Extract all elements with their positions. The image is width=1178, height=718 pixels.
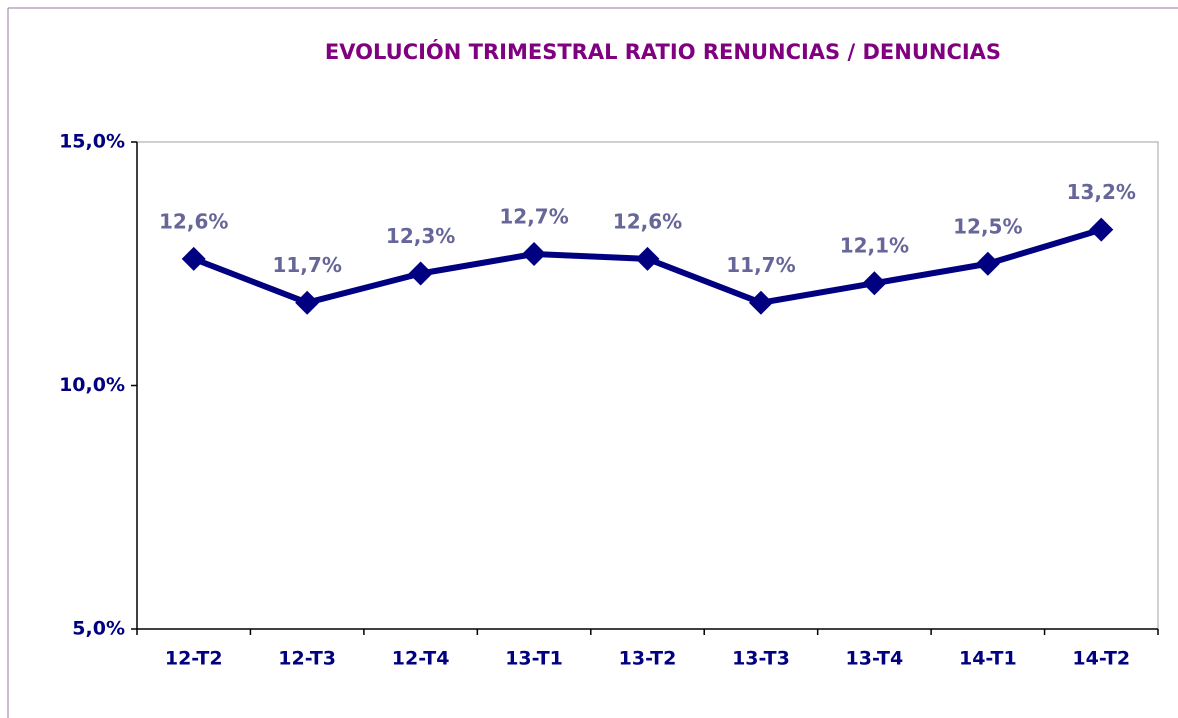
x-tick-label: 12-T3 xyxy=(278,648,336,670)
y-tick-label: 15,0% xyxy=(59,131,125,153)
chart-title: EVOLUCIÓN TRIMESTRAL RATIO RENUNCIAS / D… xyxy=(325,39,1001,64)
marker xyxy=(522,242,547,267)
data-label: 11,7% xyxy=(726,253,795,277)
data-label: 12,6% xyxy=(159,209,228,233)
x-tick-label: 12-T4 xyxy=(392,648,450,670)
marker xyxy=(408,261,433,286)
marker xyxy=(181,246,206,271)
data-label: 12,6% xyxy=(613,209,682,233)
x-tick-label: 13-T1 xyxy=(505,648,563,670)
x-tick-label: 14-T2 xyxy=(1072,648,1130,670)
x-tick-label: 14-T1 xyxy=(959,648,1017,670)
x-tick-label: 13-T3 xyxy=(732,648,790,670)
marker xyxy=(748,290,773,315)
data-label: 12,7% xyxy=(499,205,568,229)
marker xyxy=(635,246,660,271)
marker xyxy=(295,290,320,315)
data-label: 12,5% xyxy=(953,214,1022,238)
data-label: 12,3% xyxy=(386,224,455,248)
marker xyxy=(1089,217,1114,242)
y-tick-label: 5,0% xyxy=(72,618,125,640)
data-label: 11,7% xyxy=(272,253,341,277)
y-tick-label: 10,0% xyxy=(59,374,125,396)
data-label: 12,1% xyxy=(840,234,909,258)
marker xyxy=(862,271,887,296)
data-label: 13,2% xyxy=(1067,180,1136,204)
marker xyxy=(975,251,1000,276)
x-tick-label: 13-T2 xyxy=(619,648,677,670)
x-tick-label: 12-T2 xyxy=(165,648,223,670)
x-tick-label: 13-T4 xyxy=(846,648,904,670)
